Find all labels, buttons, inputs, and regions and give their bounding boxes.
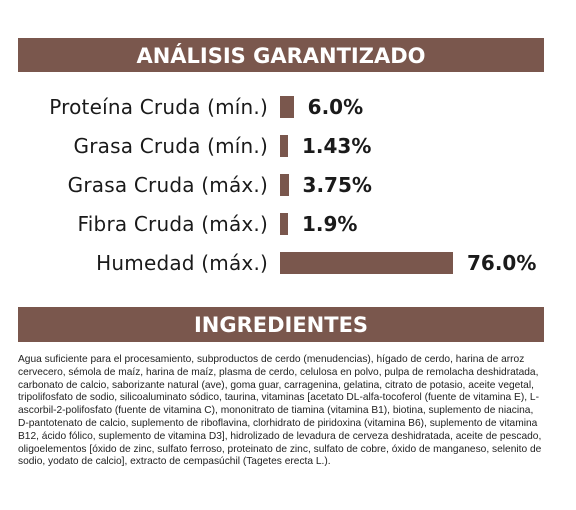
nutrient-bar (280, 252, 453, 274)
ingredients-title: INGREDIENTES (193, 313, 369, 337)
ingredients-header: INGREDIENTES (18, 307, 544, 342)
nutrient-label: Fibra Cruda (máx.) (77, 212, 268, 236)
nutrient-value: 3.75% (302, 173, 372, 197)
nutrient-row-protein: Proteína Cruda (mín.) 6.0% (0, 94, 576, 120)
nutrient-value: 1.43% (302, 134, 372, 158)
nutrient-label: Grasa Cruda (mín.) (73, 134, 268, 158)
nutrient-value: 76.0% (467, 251, 537, 275)
nutrient-bar (280, 96, 294, 118)
nutrient-bar (280, 135, 288, 157)
ingredients-text: Agua suficiente para el procesamiento, s… (18, 354, 542, 468)
analysis-header: ANÁLISIS GARANTIZADO (18, 38, 544, 72)
nutrient-label: Proteína Cruda (mín.) (49, 95, 268, 119)
nutrient-row-moisture: Humedad (máx.) 76.0% (0, 250, 576, 276)
nutrient-value: 1.9% (302, 212, 358, 236)
nutrient-label: Grasa Cruda (máx.) (67, 173, 268, 197)
nutrient-bar (280, 174, 289, 196)
nutrient-row-fiber: Fibra Cruda (máx.) 1.9% (0, 211, 576, 237)
nutrient-row-fat-max: Grasa Cruda (máx.) 3.75% (0, 172, 576, 198)
nutrient-bar (280, 213, 288, 235)
nutrient-value: 6.0% (307, 95, 364, 119)
analysis-title: ANÁLISIS GARANTIZADO (136, 44, 426, 68)
nutrient-label: Humedad (máx.) (96, 251, 268, 275)
nutrient-row-fat-min: Grasa Cruda (mín.) 1.43% (0, 133, 576, 159)
